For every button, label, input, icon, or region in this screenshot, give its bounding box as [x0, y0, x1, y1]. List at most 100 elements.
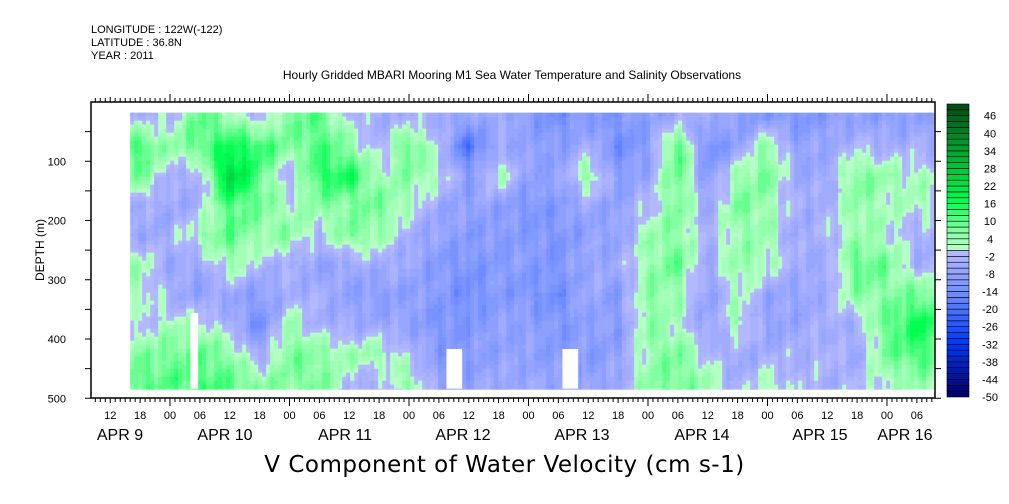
- heatmap-cell: [174, 140, 179, 145]
- heatmap-cell: [170, 136, 175, 141]
- heatmap-cell: [218, 236, 223, 241]
- heatmap-cell: [226, 332, 231, 337]
- heatmap-cell: [290, 236, 295, 241]
- heatmap-cell: [226, 208, 231, 213]
- heatmap-cell: [358, 156, 363, 161]
- heatmap-cell: [186, 264, 191, 269]
- heatmap-cell: [250, 276, 255, 281]
- heatmap-cell: [270, 124, 275, 129]
- heatmap-cell: [222, 204, 227, 209]
- heatmap-cell: [314, 200, 319, 205]
- heatmap-cell: [246, 208, 251, 213]
- heatmap-cell: [326, 284, 331, 289]
- heatmap-cell: [390, 360, 395, 365]
- heatmap-cell: [378, 332, 383, 337]
- heatmap-cell: [238, 124, 243, 129]
- heatmap-cell: [238, 212, 243, 217]
- heatmap-cell: [406, 172, 411, 177]
- heatmap-cell: [290, 360, 295, 365]
- heatmap-cell: [338, 224, 343, 229]
- heatmap-cell: [278, 312, 283, 317]
- heatmap-cell: [154, 124, 159, 129]
- heatmap-cell: [154, 152, 159, 157]
- heatmap-cell: [354, 212, 359, 217]
- heatmap-cell: [358, 284, 363, 289]
- heatmap-cell: [214, 220, 219, 225]
- heatmap-cell: [210, 184, 215, 189]
- heatmap-cell: [146, 132, 151, 137]
- heatmap-cell: [162, 184, 167, 189]
- heatmap-cell: [390, 252, 395, 257]
- heatmap-cell: [366, 224, 371, 229]
- heatmap-cell: [130, 184, 135, 189]
- heatmap-cell: [266, 296, 271, 301]
- heatmap-cell: [314, 268, 319, 273]
- heatmap-cell: [294, 272, 299, 277]
- heatmap-cell: [218, 124, 223, 129]
- heatmap-cell: [134, 112, 139, 117]
- heatmap-cell: [182, 344, 187, 349]
- heatmap-cell: [190, 236, 195, 241]
- heatmap-cell: [378, 312, 383, 317]
- heatmap-cell: [154, 332, 159, 337]
- heatmap-cell: [246, 244, 251, 249]
- heatmap-cell: [290, 216, 295, 221]
- heatmap-cell: [290, 260, 295, 265]
- heatmap-cell: [378, 144, 383, 149]
- heatmap-cell: [202, 224, 207, 229]
- heatmap-cell: [158, 244, 163, 249]
- heatmap-cell: [158, 368, 163, 373]
- heatmap-cell: [306, 204, 311, 209]
- heatmap-cell: [290, 200, 295, 205]
- heatmap-cell: [326, 300, 331, 305]
- heatmap-cell: [262, 216, 267, 221]
- heatmap-cell: [406, 384, 411, 389]
- heatmap-cell: [218, 264, 223, 269]
- heatmap-cell: [250, 136, 255, 141]
- heatmap-cell: [294, 204, 299, 209]
- heatmap-cell: [322, 388, 327, 390]
- heatmap-cell: [386, 284, 391, 289]
- heatmap-cell: [254, 200, 259, 205]
- heatmap-cell: [222, 164, 227, 169]
- heatmap-cell: [162, 280, 167, 285]
- heatmap-cell: [202, 352, 207, 357]
- heatmap-cell: [358, 260, 363, 265]
- heatmap-cell: [350, 208, 355, 213]
- heatmap-cell: [346, 220, 351, 225]
- heatmap-cell: [142, 240, 147, 245]
- heatmap-cell: [222, 276, 227, 281]
- heatmap-cell: [202, 356, 207, 361]
- heatmap-cell: [378, 292, 383, 297]
- heatmap-cell: [134, 228, 139, 233]
- heatmap-cell: [166, 276, 171, 281]
- heatmap-cell: [202, 292, 207, 297]
- heatmap-cell: [178, 320, 183, 325]
- heatmap-cell: [322, 168, 327, 173]
- heatmap-cell: [194, 156, 199, 161]
- heatmap-cell: [214, 388, 219, 390]
- heatmap-cell: [134, 188, 139, 193]
- heatmap-cell: [130, 340, 135, 345]
- heatmap-cell: [154, 192, 159, 197]
- heatmap-cell: [314, 168, 319, 173]
- heatmap-cell: [150, 124, 155, 129]
- heatmap-cell: [150, 308, 155, 313]
- heatmap-cell: [362, 116, 367, 121]
- heatmap-cell: [390, 388, 395, 390]
- heatmap-cell: [414, 136, 419, 141]
- heatmap-cell: [306, 148, 311, 153]
- heatmap-cell: [198, 300, 203, 305]
- heatmap-cell: [238, 176, 243, 181]
- heatmap-cell: [262, 276, 267, 281]
- heatmap-cell: [306, 236, 311, 241]
- heatmap-cell: [410, 248, 415, 253]
- heatmap-cell: [278, 216, 283, 221]
- heatmap-cell: [374, 284, 379, 289]
- heatmap-cell: [342, 128, 347, 133]
- heatmap-cell: [358, 324, 363, 329]
- heatmap-cell: [206, 276, 211, 281]
- heatmap-cell: [394, 236, 399, 241]
- heatmap-cell: [318, 344, 323, 349]
- heatmap-cell: [222, 228, 227, 233]
